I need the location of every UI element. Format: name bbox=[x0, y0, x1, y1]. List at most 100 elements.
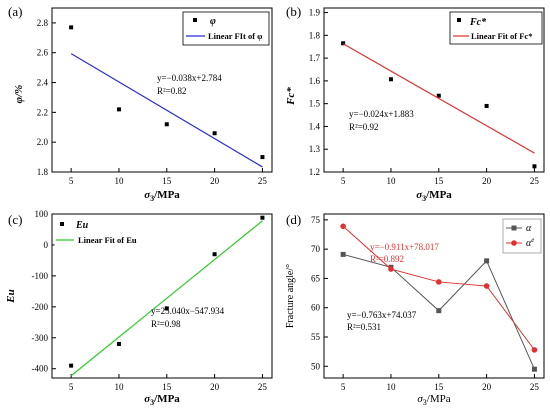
panel-d-series-2-point bbox=[388, 266, 394, 272]
panel-a-y-axis: 1.8 2.0 2.2 2.4 2.6 2.8 bbox=[37, 18, 56, 177]
panel-d-y-tick-label: 50 bbox=[311, 361, 321, 371]
panel-a: (a) 5 10 15 20 25 1.8 2.0 2.2 2.4 2.6 2.8 φ/% σ3/… bbox=[8, 4, 273, 203]
panel-d: (d) 5 10 15 20 25 50 55 60 65 70 75 Fracture angl… bbox=[285, 212, 545, 407]
panel-c-equation: y=25.040x−547.934 bbox=[151, 306, 225, 316]
panel-b-series-1-point bbox=[341, 41, 346, 46]
panel-a-label: (a) bbox=[8, 4, 22, 19]
panel-d-x-axis: 5 10 15 20 25 bbox=[341, 374, 540, 392]
panel-a-equation: y=−0.038x+2.784 bbox=[157, 73, 222, 83]
panel-b-r2: R²=0.92 bbox=[349, 122, 379, 132]
panel-a-legend-entry-1: φ bbox=[210, 16, 216, 27]
panel-c-series-1-point bbox=[116, 341, 121, 346]
panel-d-y-tick-label: 60 bbox=[311, 303, 321, 313]
panel-b-equation: y=−0.024x+1.883 bbox=[349, 109, 414, 119]
panel-c-legend-entry-2: Linear Fit of Eu bbox=[78, 235, 137, 245]
panel-d-legend-marker-2 bbox=[511, 240, 517, 246]
panel-a-x-tick-label: 5 bbox=[69, 176, 74, 186]
panel-d-x-tick-label: 15 bbox=[434, 382, 444, 392]
panel-d-y-tick-label: 70 bbox=[311, 244, 321, 254]
panel-a-y-tick-label: 2.2 bbox=[37, 107, 48, 117]
panel-c-y-tick-label: -400 bbox=[32, 364, 49, 374]
panel-c-legend-entry-1: Eu bbox=[75, 220, 89, 231]
panel-a-legend-marker bbox=[193, 18, 197, 22]
panel-d-series-1-point bbox=[531, 366, 537, 372]
panel-c-y-tick-label: -100 bbox=[32, 271, 49, 281]
panel-b-y-tick-label: 1.2 bbox=[309, 167, 320, 177]
panel-d-equation-black: y=−0.763x+74.037 bbox=[347, 310, 417, 320]
panel-d-series-1-point bbox=[436, 308, 442, 314]
panel-c-legend bbox=[54, 217, 142, 249]
panel-d-ylabel: Fracture angle/° bbox=[285, 264, 296, 328]
panel-a-x-axis: 5 10 15 20 25 bbox=[69, 168, 268, 186]
panel-b-series-1-point bbox=[532, 164, 537, 169]
panel-d-r2-red: R²=0.892 bbox=[370, 254, 404, 264]
panel-b-y-axis: 1.2 1.3 1.4 1.5 1.6 1.7 1.8 1.9 bbox=[309, 8, 328, 177]
panel-a-series-1-point bbox=[260, 155, 265, 160]
panel-d-r2-black: R²=0.531 bbox=[347, 322, 381, 332]
panel-c-ylabel: Eu bbox=[5, 289, 17, 303]
panel-c-y-tick-label: -200 bbox=[32, 302, 49, 312]
panel-d-legend-marker-1 bbox=[511, 225, 517, 231]
panel-c-x-tick-label: 20 bbox=[210, 382, 220, 392]
panel-b-xlabel: σ3/MPa bbox=[416, 189, 452, 203]
panel-a-x-tick-label: 10 bbox=[114, 176, 124, 186]
panel-c-series-1-point bbox=[212, 252, 217, 257]
panel-a-series-2-fit-line bbox=[70, 53, 263, 168]
panel-a-y-tick-label: 2.0 bbox=[37, 137, 49, 147]
panel-b-x-tick-label: 20 bbox=[482, 176, 492, 186]
panel-b-y-tick-label: 1.9 bbox=[309, 8, 321, 18]
panel-a-series-1-point bbox=[69, 25, 74, 30]
panel-c-x-tick-label: 15 bbox=[162, 382, 172, 392]
panel-c-label: (c) bbox=[8, 212, 22, 227]
panel-c-series-2-fit-line bbox=[70, 220, 263, 377]
panel-a-x-tick-label: 20 bbox=[210, 176, 220, 186]
panel-b-marks bbox=[341, 41, 537, 169]
panel-b-series-1-point bbox=[388, 77, 393, 82]
panel-a-y-tick-label: 2.4 bbox=[37, 78, 49, 88]
panel-d-legend bbox=[502, 218, 542, 254]
panel-d-legend-entry-2: αe bbox=[526, 236, 534, 249]
panel-d-y-axis: 50 55 60 65 70 75 bbox=[311, 215, 328, 371]
panel-b-series-1-point bbox=[484, 103, 489, 108]
panel-a-x-tick-label: 15 bbox=[162, 176, 172, 186]
panel-d-y-tick-label: 75 bbox=[311, 215, 321, 225]
panel-d-x-tick-label: 25 bbox=[530, 382, 540, 392]
panel-d-series-2-point bbox=[435, 279, 442, 285]
panel-b-plot-frame bbox=[323, 7, 545, 173]
panel-a-series-1-point bbox=[164, 122, 169, 127]
panel-c-legend-marker bbox=[60, 222, 64, 226]
panel-a-legend-entry-2: Linear FIt of φ bbox=[208, 31, 263, 41]
panel-d-y-tick-label: 65 bbox=[311, 273, 321, 283]
panel-d-xlabel: σ3/MPa bbox=[417, 393, 450, 407]
panel-a-y-tick-label: 2.6 bbox=[37, 48, 49, 58]
panel-c-series-1-point bbox=[164, 306, 169, 311]
panel-b-x-tick-label: 15 bbox=[434, 176, 444, 186]
panel-b-x-axis: 5 10 15 20 25 bbox=[341, 168, 539, 186]
panel-c: (c) 5 10 15 20 25 -400 -300 -200 -100 0 100 Eu σ3… bbox=[5, 209, 273, 407]
panel-d-plot-frame bbox=[323, 213, 545, 379]
panel-b-series-2-fit-line bbox=[342, 43, 535, 154]
panel-d-series-2-point bbox=[340, 223, 346, 230]
panel-b-legend-marker bbox=[457, 18, 461, 22]
panel-d-series-2-point bbox=[531, 347, 538, 353]
panel-d-series-1-point bbox=[484, 258, 490, 264]
panel-b-y-tick-label: 1.7 bbox=[309, 53, 321, 63]
panel-b-legend bbox=[449, 11, 543, 45]
panel-b-y-tick-label: 1.8 bbox=[309, 30, 321, 40]
panel-a-xlabel: σ3/MPa bbox=[144, 189, 180, 203]
panel-a-marks bbox=[69, 25, 265, 168]
panel-b-x-tick-label: 10 bbox=[386, 176, 396, 186]
panel-a-series-1-point bbox=[116, 107, 121, 112]
panel-b-y-tick-label: 1.5 bbox=[309, 99, 321, 109]
panel-d-x-tick-label: 20 bbox=[482, 382, 492, 392]
panel-c-marks bbox=[69, 215, 265, 377]
panel-c-y-tick-label: -300 bbox=[32, 333, 49, 343]
panel-c-plot-frame bbox=[51, 213, 273, 379]
panel-b: (b) 5 10 15 20 25 1.2 1.3 1.4 1.5 1.6 1.7 1.8 1.9 F… bbox=[285, 4, 545, 203]
panel-b-y-tick-label: 1.3 bbox=[309, 144, 321, 154]
panel-c-x-tick-label: 5 bbox=[69, 382, 74, 392]
panel-d-legend-entry-1: α bbox=[526, 223, 532, 234]
panel-c-r2: R²=0.98 bbox=[151, 319, 181, 329]
panel-a-x-tick-label: 25 bbox=[258, 176, 268, 186]
